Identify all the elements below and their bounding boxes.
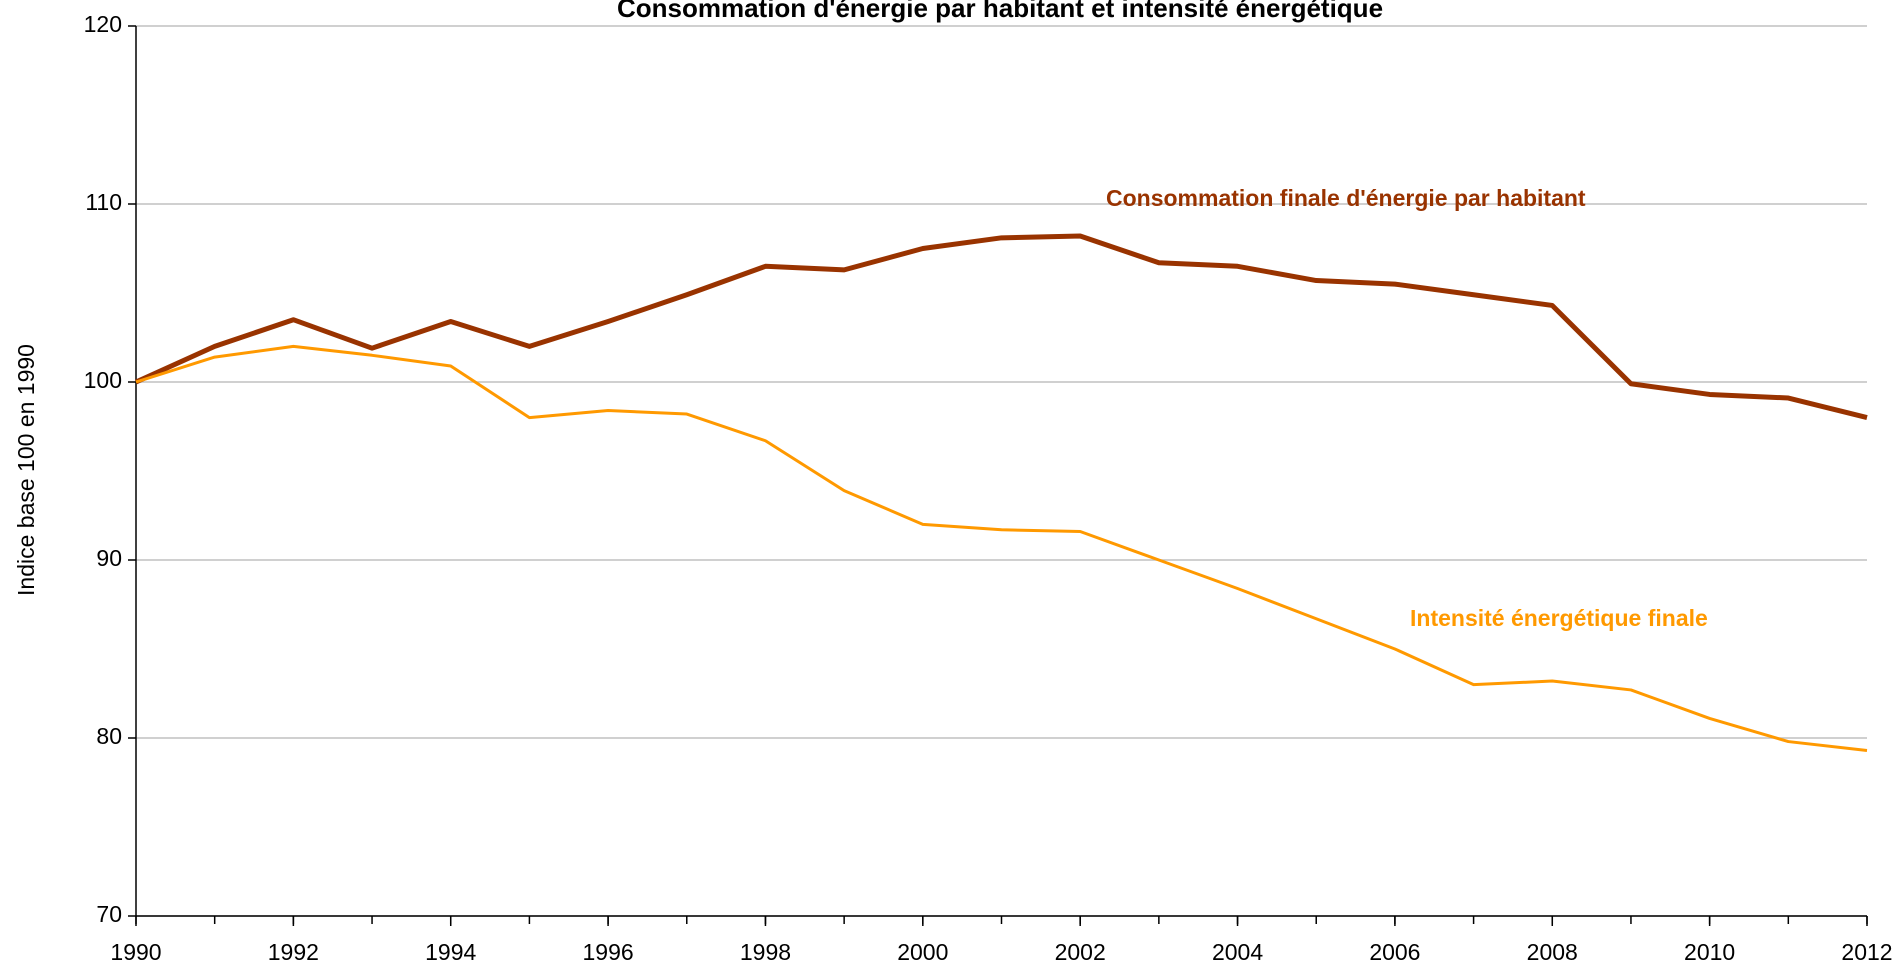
chart-title: Consommation d'énergie par habitant et i… <box>617 0 1383 23</box>
series-label: Consommation finale d'énergie par habita… <box>1106 185 1586 211</box>
x-tick-label: 2012 <box>1841 939 1892 965</box>
y-tick-label: 80 <box>96 723 122 749</box>
x-tick-label: 1994 <box>425 939 476 965</box>
x-tick-label: 2004 <box>1212 939 1263 965</box>
x-tick-label: 1996 <box>583 939 634 965</box>
y-tick-label: 120 <box>84 11 122 37</box>
series-line <box>135 344 1868 752</box>
x-tick-label: 2000 <box>897 939 948 965</box>
series-label: Intensité énergétique finale <box>1410 605 1708 631</box>
y-tick-label: 110 <box>85 189 122 215</box>
x-tick-label: 2008 <box>1527 939 1578 965</box>
x-tick-label: 2010 <box>1684 939 1735 965</box>
x-tick-label: 1992 <box>268 939 319 965</box>
y-tick-label: 70 <box>96 901 122 927</box>
y-axis-label: Indice base 100 en 1990 <box>13 344 39 596</box>
x-tick-label: 2002 <box>1055 939 1106 965</box>
series-line <box>134 233 1868 421</box>
y-tick-label: 100 <box>84 367 122 393</box>
x-tick-label: 1990 <box>110 939 161 965</box>
y-tick-label: 90 <box>96 545 122 571</box>
x-tick-label: 2006 <box>1369 939 1420 965</box>
x-tick-label: 1998 <box>740 939 791 965</box>
